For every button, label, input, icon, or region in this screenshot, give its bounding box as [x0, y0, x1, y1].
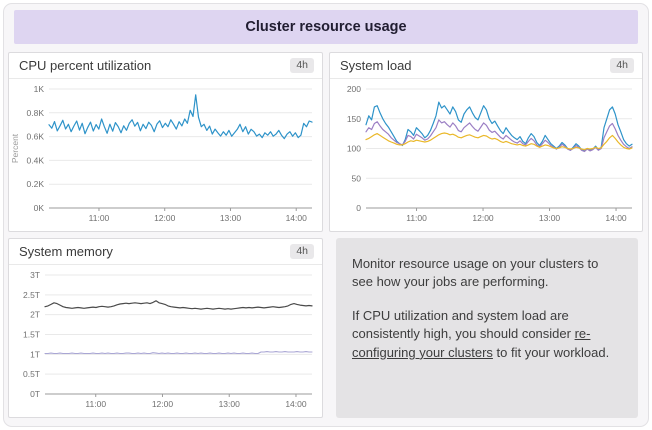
svg-text:1T: 1T: [30, 349, 40, 359]
cpu-time-range-badge: 4h: [290, 58, 314, 73]
svg-text:0.5T: 0.5T: [23, 369, 40, 379]
cpu-card-header: CPU percent utilization 4h: [9, 53, 322, 79]
svg-text:0: 0: [356, 203, 361, 213]
info-paragraph-2: If CPU utilization and system load are c…: [352, 307, 622, 362]
load-card-header: System load 4h: [330, 53, 642, 79]
svg-text:14:00: 14:00: [285, 399, 307, 409]
system-memory-chart: 0T 0.5T 1T 1.5T 2T 2.5T 3T 11:00 12:00 13:00 14:00: [9, 265, 322, 415]
svg-text:0.8K: 0.8K: [27, 108, 45, 118]
info-panel: Monitor resource usage on your clusters …: [336, 238, 638, 418]
system-memory-card: System memory 4h 0T 0.5T 1T 1.5T 2T 2.5T 3T 11:…: [8, 238, 323, 418]
svg-text:14:00: 14:00: [605, 213, 627, 223]
load-card-title: System load: [340, 58, 412, 73]
page-title: Cluster resource usage: [245, 19, 406, 35]
svg-text:11:00: 11:00: [89, 213, 110, 223]
svg-text:Percent: Percent: [10, 133, 20, 163]
info-paragraph-2-tail: to fit your workload.: [493, 345, 609, 360]
svg-text:11:00: 11:00: [85, 399, 106, 409]
svg-text:2T: 2T: [30, 310, 40, 320]
memory-time-range-badge: 4h: [290, 244, 314, 259]
svg-text:14:00: 14:00: [286, 213, 308, 223]
memory-card-title: System memory: [19, 244, 113, 259]
svg-text:0.2K: 0.2K: [27, 179, 45, 189]
svg-text:1.5T: 1.5T: [23, 330, 40, 340]
load-time-range-badge: 4h: [610, 58, 634, 73]
svg-text:50: 50: [352, 173, 362, 183]
svg-text:11:00: 11:00: [406, 213, 427, 223]
svg-text:13:00: 13:00: [539, 213, 561, 223]
header-bar: Cluster resource usage: [14, 10, 638, 44]
svg-text:0K: 0K: [34, 203, 45, 213]
svg-text:200: 200: [347, 84, 361, 94]
svg-text:3T: 3T: [30, 270, 40, 280]
memory-card-header: System memory 4h: [9, 239, 322, 265]
info-paragraph-1: Monitor resource usage on your clusters …: [352, 255, 622, 292]
svg-text:100: 100: [347, 144, 361, 154]
cpu-utilization-card: CPU percent utilization 4h 0K 0.2K 0.4K 0.6…: [8, 52, 323, 232]
svg-text:13:00: 13:00: [220, 213, 242, 223]
svg-text:0T: 0T: [30, 389, 40, 399]
svg-text:12:00: 12:00: [472, 213, 494, 223]
system-load-chart: 0 50 100 150 200 11:00 12:00 13:00 14:00: [330, 79, 642, 229]
system-load-card: System load 4h 0 50 100 150 200 11:00 12:00 13:…: [329, 52, 643, 232]
svg-text:2.5T: 2.5T: [23, 290, 40, 300]
svg-text:1K: 1K: [34, 84, 45, 94]
cpu-chart: 0K 0.2K 0.4K 0.6K 0.8K 1K 11:00 12:00 13:00 14:00…: [9, 79, 322, 229]
cpu-card-title: CPU percent utilization: [19, 58, 151, 73]
svg-text:150: 150: [347, 114, 361, 124]
info-paragraph-2-text: If CPU utilization and system load are c…: [352, 308, 575, 341]
svg-text:12:00: 12:00: [152, 399, 174, 409]
svg-text:13:00: 13:00: [219, 399, 241, 409]
svg-text:0.4K: 0.4K: [27, 155, 45, 165]
svg-text:12:00: 12:00: [154, 213, 176, 223]
svg-text:0.6K: 0.6K: [27, 132, 45, 142]
